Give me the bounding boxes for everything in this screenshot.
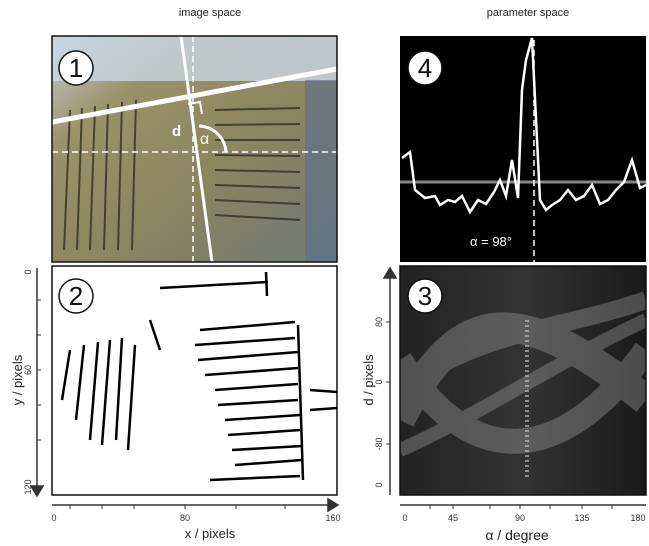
- tick-marks: [37, 299, 613, 509]
- alpha-label: α: [200, 131, 209, 148]
- tick-label: 0: [374, 379, 384, 384]
- tick-label: 80: [374, 317, 384, 327]
- panel-number: 1: [69, 53, 83, 83]
- tick-label: 0: [402, 513, 407, 523]
- panel-number: 3: [418, 281, 432, 311]
- tick-label: 0: [23, 269, 33, 274]
- tick-label: 135: [574, 513, 589, 523]
- binary-panel: [51, 265, 338, 496]
- number-badge: [407, 278, 443, 314]
- tick-label: 120: [23, 479, 33, 494]
- tick-label: -80: [374, 437, 384, 450]
- tick-label: 60: [23, 365, 33, 375]
- axis-label: x / pixels: [185, 526, 236, 541]
- number-badge: [58, 278, 94, 314]
- panel-number: 4: [418, 53, 432, 83]
- header: image space: [179, 7, 241, 19]
- tick-label: 160: [325, 513, 340, 523]
- annotation: α = 98°: [470, 234, 512, 249]
- hough-panel: [400, 266, 646, 495]
- number-badge: [407, 50, 443, 86]
- tick-label: 80: [180, 513, 190, 523]
- tick-label: 0: [51, 513, 56, 523]
- photo-panel: [52, 36, 337, 262]
- axis-label: α / degree: [485, 527, 549, 543]
- tick-label: 90: [515, 513, 525, 523]
- axis-label: d / pixels: [361, 354, 376, 406]
- header: parameter space: [487, 7, 570, 19]
- tick-label: 45: [448, 513, 458, 523]
- d-label: d: [172, 123, 181, 140]
- axis-label: y / pixels: [10, 354, 25, 405]
- tick-label: 180: [630, 513, 645, 523]
- panel-number: 2: [69, 281, 83, 311]
- tick-label: 0: [374, 482, 384, 487]
- axes: [29, 266, 646, 513]
